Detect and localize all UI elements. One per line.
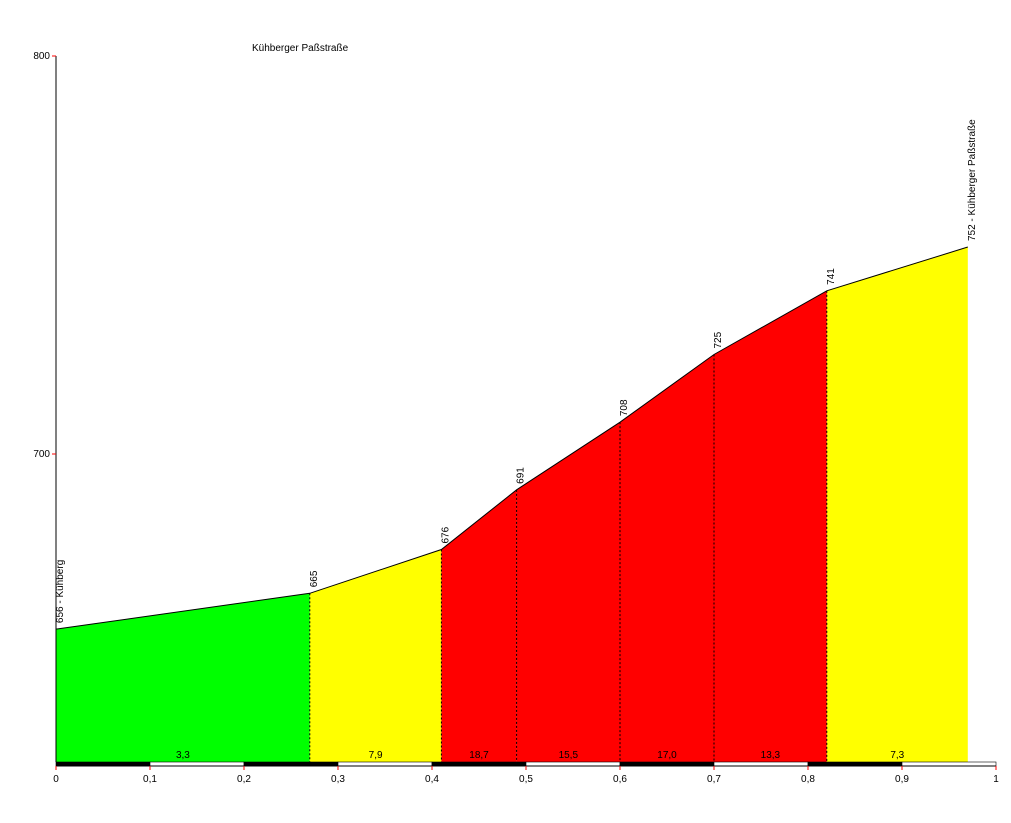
segment-area — [714, 290, 827, 762]
elevation-label: 676 — [440, 526, 451, 543]
segment-area — [620, 354, 714, 762]
axes — [52, 55, 997, 770]
segment-area — [56, 593, 310, 762]
gradient-label: 17,0 — [657, 750, 677, 761]
profile-line-group — [55, 246, 968, 630]
elevation-label: 665 — [309, 570, 320, 587]
segment-area — [826, 247, 968, 763]
scale-bar-block — [149, 761, 245, 767]
scale-bar-block — [243, 761, 339, 767]
scale-bar-block — [431, 761, 527, 767]
x-tick-label: 0,3 — [331, 774, 345, 785]
x-tick-label: 0 — [53, 774, 59, 785]
segment-area — [309, 549, 442, 762]
y-tick-label: 700 — [33, 449, 50, 460]
y-tick-label: 800 — [33, 51, 50, 62]
segment-area — [441, 489, 517, 762]
labels: 0 0,1 0,2 0,3 0,4 0,5 0,6 0,7 0,8 0,9 1 700 800 656 -… — [33, 51, 999, 785]
elevation-label: 725 — [713, 331, 724, 348]
scale-bar-block — [807, 761, 903, 767]
x-tick-label: 1 — [993, 774, 999, 785]
elevation-label: 656 - Kühberg — [55, 560, 66, 623]
scale-bar-block — [525, 761, 621, 767]
elevation-label: 691 — [516, 467, 527, 484]
gradient-label: 7,3 — [890, 750, 904, 761]
x-tick-label: 0,6 — [613, 774, 627, 785]
x-tick-label: 0,8 — [801, 774, 815, 785]
scale-bar-block — [337, 761, 433, 767]
scale-bar-block — [901, 761, 997, 767]
x-tick-label: 0,5 — [519, 774, 533, 785]
x-tick-label: 0,1 — [143, 774, 157, 785]
x-tick-label: 0,9 — [895, 774, 909, 785]
segment-areas — [56, 247, 968, 763]
segment-area — [516, 422, 620, 762]
gradient-label: 7,9 — [369, 750, 383, 761]
x-tick-label: 0,7 — [707, 774, 721, 785]
gradient-label: 3,3 — [176, 750, 190, 761]
gradient-label: 18,7 — [469, 750, 489, 761]
x-tick-label: 0,4 — [425, 774, 439, 785]
distance-scale-bar — [55, 761, 997, 767]
elevation-label: 708 — [619, 399, 630, 416]
chart-title: Kühberger Paßstraße — [252, 43, 349, 54]
gradient-label: 13,3 — [761, 750, 781, 761]
profile-line — [55, 246, 968, 630]
elevation-label: 741 — [826, 268, 837, 285]
scale-bar-block — [713, 761, 809, 767]
segment-dividers — [309, 290, 828, 762]
x-tick-label: 0,2 — [237, 774, 251, 785]
scale-bar-block — [55, 761, 151, 767]
gradient-label: 15,5 — [559, 750, 579, 761]
elevation-label: 752 - Kühberger Paßstraße — [967, 119, 978, 241]
scale-bar-block — [619, 761, 715, 767]
